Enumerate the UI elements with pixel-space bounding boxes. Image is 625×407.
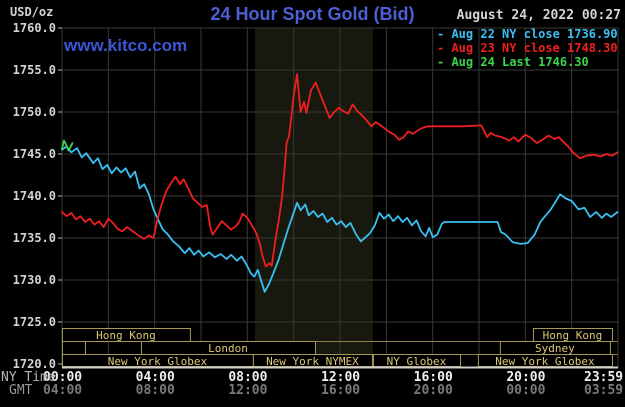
nymex-shaded-band: [254, 28, 373, 367]
y-tick-label: 1760.0: [12, 21, 56, 35]
legend-item: - Aug 23 NY close 1748.30: [437, 41, 618, 55]
ny-time-row-label: NY Time: [1, 370, 56, 385]
gmt-tick-label: 00:00: [506, 383, 546, 398]
gmt-tick-label: 20:00: [413, 383, 453, 398]
ny-time-tick-label: 16:00: [413, 370, 453, 385]
session-label: New York NYMEX: [266, 355, 359, 368]
price-line-1: [61, 73, 619, 268]
kitco-watermark-link[interactable]: www.kitco.com: [64, 36, 188, 55]
session-label: NY Globex: [386, 355, 447, 368]
price-line-0: [61, 145, 619, 293]
session-box: [62, 328, 191, 342]
session-box: [62, 341, 86, 355]
gmt-tick-label: 12:00: [228, 383, 268, 398]
chart-title: 24 Hour Spot Gold (Bid): [210, 4, 415, 24]
ny-time-tick-label: 23:59: [584, 370, 624, 385]
y-tick-label: 1750.0: [12, 105, 56, 119]
y-tick-label: 1745.0: [12, 147, 56, 161]
gmt-tick-label: 16:00: [321, 383, 361, 398]
session-label: Hong Kong: [542, 329, 603, 342]
legend-item: - Aug 24 Last 1746.30: [437, 55, 589, 69]
chart-legend: - Aug 22 NY close 1736.90- Aug 23 NY clo…: [437, 27, 618, 69]
gmt-row-label: GMT: [9, 383, 33, 398]
gmt-tick-label: 08:00: [135, 383, 175, 398]
chart-datetime: August 24, 2022 00:27: [456, 8, 621, 23]
ny-time-tick-label: 12:00: [321, 370, 361, 385]
y-tick-label: 1720.0: [12, 357, 56, 371]
gmt-tick-label: 04:00: [43, 383, 83, 398]
ny-time-tick-label: 08:00: [228, 370, 268, 385]
gmt-tick-label: 03:59: [584, 383, 624, 398]
session-label: Hong Kong: [96, 329, 156, 342]
y-tick-label: 1730.0: [12, 273, 56, 287]
y-axis-unit-label: USD/oz: [10, 5, 54, 19]
session-label: New York Globex: [495, 355, 595, 368]
y-tick-label: 1725.0: [12, 315, 56, 329]
y-tick-label: 1735.0: [12, 231, 56, 245]
y-tick-label: 1740.0: [12, 189, 56, 203]
legend-item: - Aug 22 NY close 1736.90: [437, 27, 618, 41]
session-label: London: [208, 342, 248, 355]
ny-time-tick-label: 00:00: [43, 370, 83, 385]
y-tick-label: 1755.0: [12, 63, 56, 77]
ny-time-tick-label: 20:00: [506, 370, 546, 385]
session-label: Sydney: [534, 342, 575, 355]
session-label: New York Globex: [107, 355, 208, 368]
ny-time-tick-label: 04:00: [135, 370, 175, 385]
price-line-2: [61, 139, 74, 152]
